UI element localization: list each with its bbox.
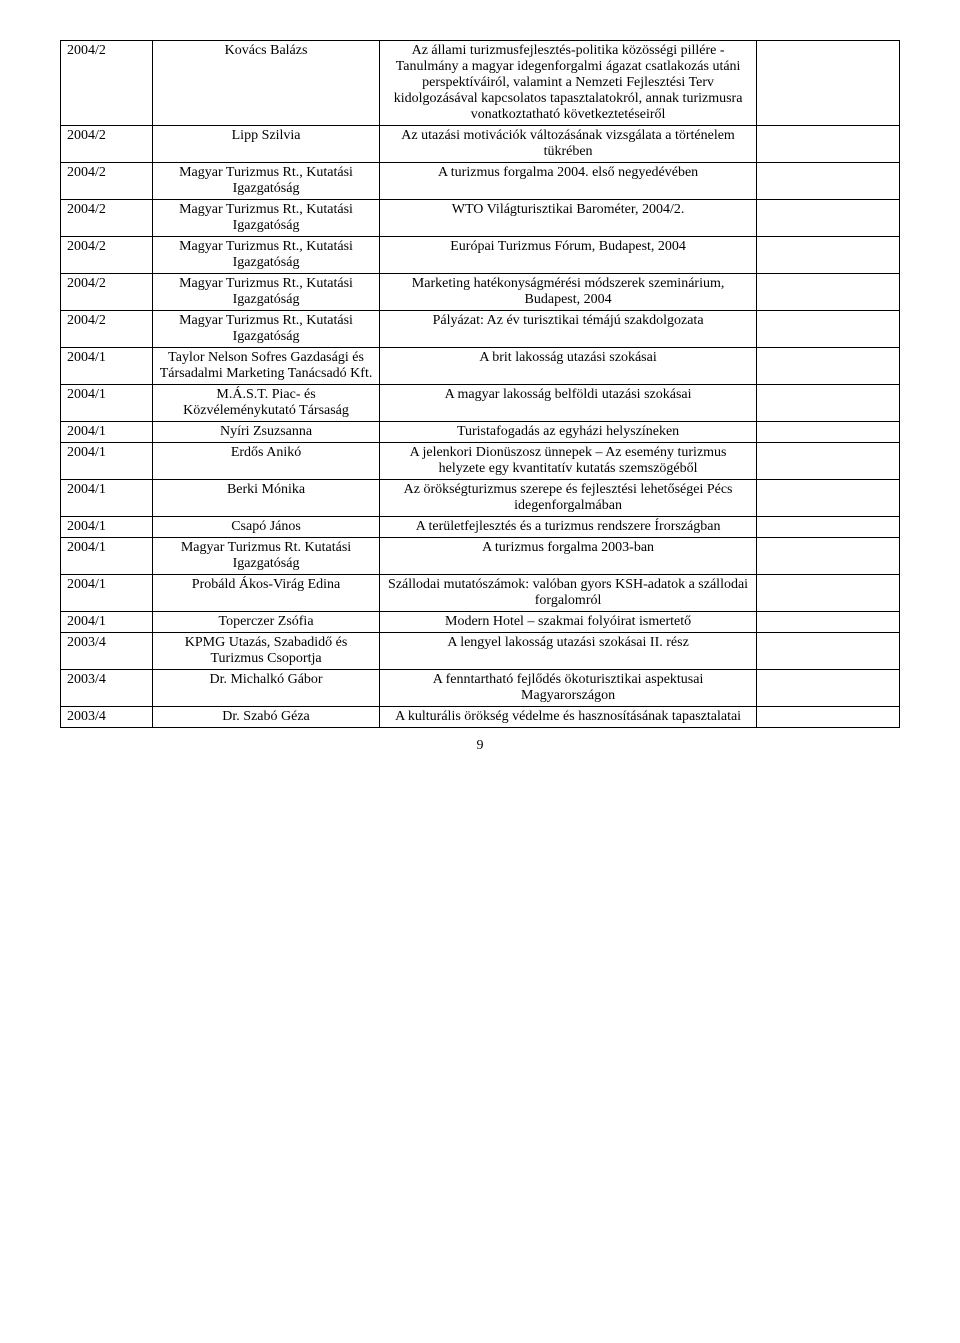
cell-title: A fenntartható fejlődés ökoturisztikai a… bbox=[379, 670, 757, 707]
cell-empty bbox=[757, 126, 900, 163]
table-row: 2004/1Probáld Ákos-Virág EdinaSzállodai … bbox=[61, 575, 900, 612]
table-row: 2004/1Berki MónikaAz örökségturizmus sze… bbox=[61, 480, 900, 517]
cell-title: A turizmus forgalma 2003-ban bbox=[379, 538, 757, 575]
cell-year: 2004/2 bbox=[61, 237, 153, 274]
cell-author: Magyar Turizmus Rt., Kutatási Igazgatósá… bbox=[153, 200, 380, 237]
table-row: 2004/2Kovács BalázsAz állami turizmusfej… bbox=[61, 41, 900, 126]
table-row: 2004/1Taylor Nelson Sofres Gazdasági és … bbox=[61, 348, 900, 385]
cell-year: 2004/2 bbox=[61, 311, 153, 348]
cell-empty bbox=[757, 538, 900, 575]
cell-title: Az állami turizmusfejlesztés-politika kö… bbox=[379, 41, 757, 126]
table-row: 2004/1Erdős AnikóA jelenkori Dionüszosz … bbox=[61, 443, 900, 480]
cell-empty bbox=[757, 274, 900, 311]
cell-author: Magyar Turizmus Rt. Kutatási Igazgatóság bbox=[153, 538, 380, 575]
cell-author: M.Á.S.T. Piac- és Közvéleménykutató Társ… bbox=[153, 385, 380, 422]
table-row: 2003/4KPMG Utazás, Szabadidő és Turizmus… bbox=[61, 633, 900, 670]
cell-empty bbox=[757, 385, 900, 422]
table-row: 2004/2Magyar Turizmus Rt., Kutatási Igaz… bbox=[61, 311, 900, 348]
table-row: 2004/1Magyar Turizmus Rt. Kutatási Igazg… bbox=[61, 538, 900, 575]
cell-author: Kovács Balázs bbox=[153, 41, 380, 126]
cell-title: A magyar lakosság belföldi utazási szoká… bbox=[379, 385, 757, 422]
cell-empty bbox=[757, 707, 900, 728]
cell-author: Dr. Michalkó Gábor bbox=[153, 670, 380, 707]
cell-empty bbox=[757, 480, 900, 517]
cell-empty bbox=[757, 443, 900, 480]
cell-title: A brit lakosság utazási szokásai bbox=[379, 348, 757, 385]
cell-author: KPMG Utazás, Szabadidő és Turizmus Csopo… bbox=[153, 633, 380, 670]
table-row: 2004/2Lipp SzilviaAz utazási motivációk … bbox=[61, 126, 900, 163]
cell-title: Marketing hatékonyságmérési módszerek sz… bbox=[379, 274, 757, 311]
cell-empty bbox=[757, 422, 900, 443]
table-row: 2004/2Magyar Turizmus Rt., Kutatási Igaz… bbox=[61, 274, 900, 311]
cell-author: Csapó János bbox=[153, 517, 380, 538]
cell-empty bbox=[757, 163, 900, 200]
cell-title: A kulturális örökség védelme és hasznosí… bbox=[379, 707, 757, 728]
cell-title: Turistafogadás az egyházi helyszíneken bbox=[379, 422, 757, 443]
cell-author: Toperczer Zsófia bbox=[153, 612, 380, 633]
cell-title: A jelenkori Dionüszosz ünnepek – Az esem… bbox=[379, 443, 757, 480]
cell-year: 2004/1 bbox=[61, 480, 153, 517]
cell-author: Berki Mónika bbox=[153, 480, 380, 517]
cell-author: Magyar Turizmus Rt., Kutatási Igazgatósá… bbox=[153, 237, 380, 274]
bibliography-table: 2004/2Kovács BalázsAz állami turizmusfej… bbox=[60, 40, 900, 728]
cell-author: Nyíri Zsuzsanna bbox=[153, 422, 380, 443]
cell-empty bbox=[757, 200, 900, 237]
cell-year: 2003/4 bbox=[61, 707, 153, 728]
cell-author: Probáld Ákos-Virág Edina bbox=[153, 575, 380, 612]
cell-year: 2003/4 bbox=[61, 670, 153, 707]
table-row: 2004/1Toperczer ZsófiaModern Hotel – sza… bbox=[61, 612, 900, 633]
table-row: 2003/4Dr. Szabó GézaA kulturális örökség… bbox=[61, 707, 900, 728]
page-number: 9 bbox=[60, 738, 900, 754]
cell-year: 2004/1 bbox=[61, 385, 153, 422]
cell-title: WTO Világturisztikai Barométer, 2004/2. bbox=[379, 200, 757, 237]
table-row: 2004/2Magyar Turizmus Rt., Kutatási Igaz… bbox=[61, 200, 900, 237]
cell-empty bbox=[757, 41, 900, 126]
cell-author: Magyar Turizmus Rt., Kutatási Igazgatósá… bbox=[153, 274, 380, 311]
cell-year: 2004/2 bbox=[61, 274, 153, 311]
cell-year: 2004/1 bbox=[61, 422, 153, 443]
cell-year: 2004/1 bbox=[61, 348, 153, 385]
table-body: 2004/2Kovács BalázsAz állami turizmusfej… bbox=[61, 41, 900, 728]
cell-title: Az örökségturizmus szerepe és fejlesztés… bbox=[379, 480, 757, 517]
cell-year: 2004/1 bbox=[61, 612, 153, 633]
cell-empty bbox=[757, 670, 900, 707]
table-row: 2004/1M.Á.S.T. Piac- és Közvéleménykutat… bbox=[61, 385, 900, 422]
table-row: 2004/2Magyar Turizmus Rt., Kutatási Igaz… bbox=[61, 237, 900, 274]
cell-author: Erdős Anikó bbox=[153, 443, 380, 480]
cell-empty bbox=[757, 612, 900, 633]
cell-year: 2004/1 bbox=[61, 443, 153, 480]
cell-year: 2004/1 bbox=[61, 575, 153, 612]
cell-year: 2004/2 bbox=[61, 126, 153, 163]
table-row: 2003/4Dr. Michalkó GáborA fenntartható f… bbox=[61, 670, 900, 707]
cell-title: A turizmus forgalma 2004. első negyedévé… bbox=[379, 163, 757, 200]
cell-title: Pályázat: Az év turisztikai témájú szakd… bbox=[379, 311, 757, 348]
table-row: 2004/1Csapó JánosA területfejlesztés és … bbox=[61, 517, 900, 538]
cell-empty bbox=[757, 348, 900, 385]
cell-year: 2004/1 bbox=[61, 538, 153, 575]
cell-title: Modern Hotel – szakmai folyóirat ismerte… bbox=[379, 612, 757, 633]
cell-empty bbox=[757, 311, 900, 348]
cell-empty bbox=[757, 517, 900, 538]
cell-title: Az utazási motivációk változásának vizsg… bbox=[379, 126, 757, 163]
cell-year: 2004/1 bbox=[61, 517, 153, 538]
cell-title: Európai Turizmus Fórum, Budapest, 2004 bbox=[379, 237, 757, 274]
cell-title: A lengyel lakosság utazási szokásai II. … bbox=[379, 633, 757, 670]
cell-title: Szállodai mutatószámok: valóban gyors KS… bbox=[379, 575, 757, 612]
cell-year: 2004/2 bbox=[61, 41, 153, 126]
cell-author: Magyar Turizmus Rt., Kutatási Igazgatósá… bbox=[153, 163, 380, 200]
cell-author: Dr. Szabó Géza bbox=[153, 707, 380, 728]
cell-title: A területfejlesztés és a turizmus rendsz… bbox=[379, 517, 757, 538]
cell-year: 2004/2 bbox=[61, 163, 153, 200]
cell-author: Taylor Nelson Sofres Gazdasági és Társad… bbox=[153, 348, 380, 385]
cell-empty bbox=[757, 633, 900, 670]
cell-author: Lipp Szilvia bbox=[153, 126, 380, 163]
cell-year: 2004/2 bbox=[61, 200, 153, 237]
cell-author: Magyar Turizmus Rt., Kutatási Igazgatósá… bbox=[153, 311, 380, 348]
table-row: 2004/1Nyíri ZsuzsannaTuristafogadás az e… bbox=[61, 422, 900, 443]
cell-empty bbox=[757, 575, 900, 612]
cell-year: 2003/4 bbox=[61, 633, 153, 670]
cell-empty bbox=[757, 237, 900, 274]
table-row: 2004/2Magyar Turizmus Rt., Kutatási Igaz… bbox=[61, 163, 900, 200]
